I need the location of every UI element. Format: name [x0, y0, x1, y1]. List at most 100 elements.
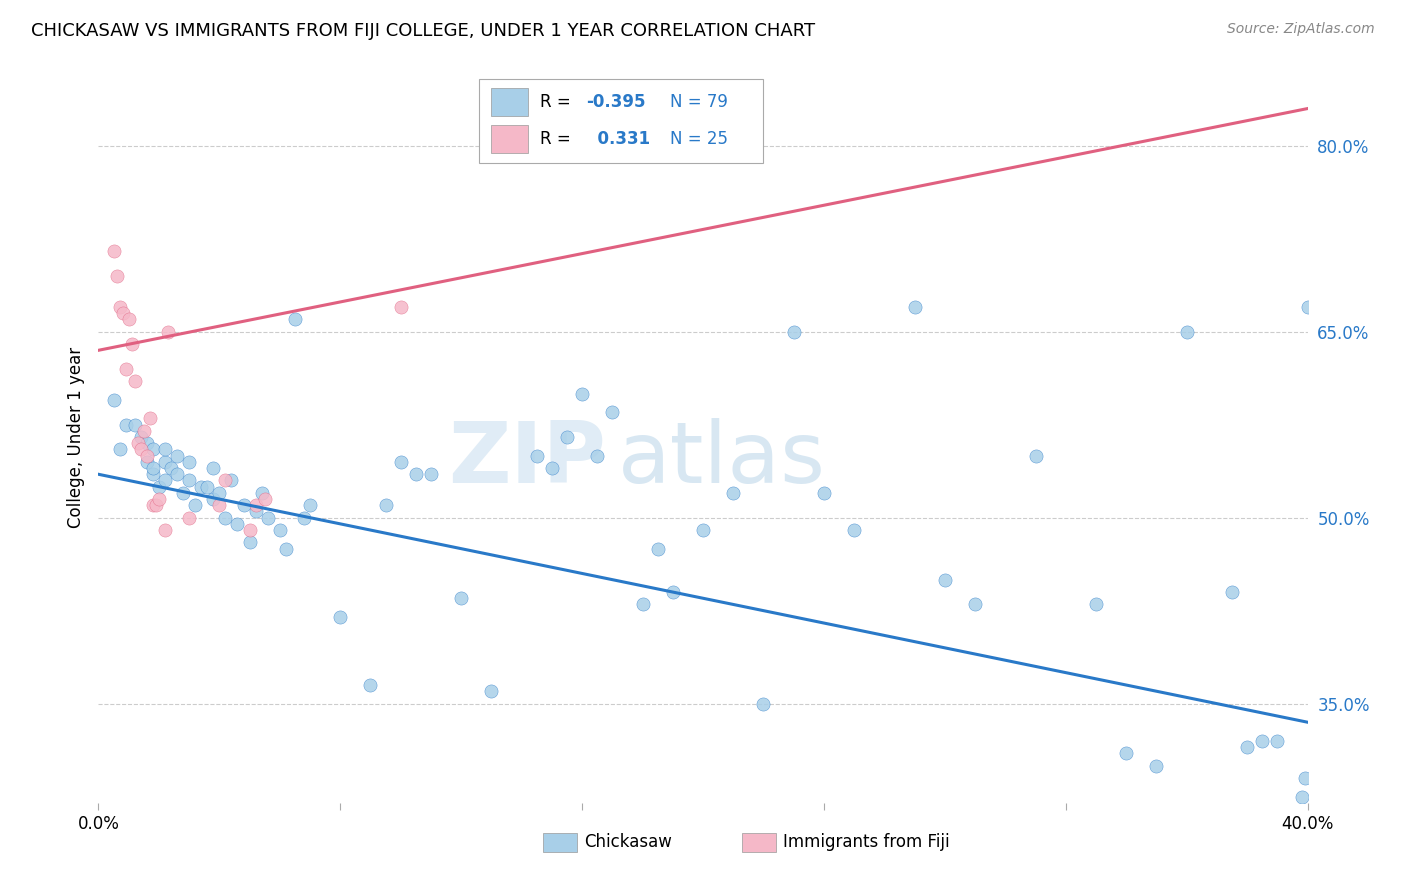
FancyBboxPatch shape — [543, 833, 578, 852]
Point — [108, 300, 131, 314]
Point — [135, 449, 157, 463]
Text: Source: ZipAtlas.com: Source: ZipAtlas.com — [1227, 22, 1375, 37]
Point — [127, 436, 149, 450]
Point — [179, 474, 201, 488]
Point — [153, 455, 176, 469]
Point — [124, 417, 146, 432]
Y-axis label: College, Under 1 year: College, Under 1 year — [66, 346, 84, 528]
Point — [250, 486, 273, 500]
Point — [723, 486, 745, 500]
Point — [274, 541, 297, 556]
Point — [586, 449, 609, 463]
Point — [208, 486, 231, 500]
Point — [153, 474, 176, 488]
Point — [1024, 449, 1046, 463]
Point — [111, 306, 134, 320]
Point — [1115, 746, 1137, 760]
Point — [239, 523, 262, 537]
Point — [166, 467, 188, 482]
Point — [105, 268, 128, 283]
Point — [179, 510, 201, 524]
FancyBboxPatch shape — [742, 833, 776, 852]
Point — [1236, 739, 1258, 754]
Point — [256, 510, 278, 524]
Text: R =: R = — [540, 93, 576, 112]
Point — [1220, 585, 1243, 599]
Point — [153, 523, 176, 537]
FancyBboxPatch shape — [479, 78, 763, 163]
Point — [179, 455, 201, 469]
Point — [118, 312, 141, 326]
Point — [481, 684, 503, 698]
Point — [269, 523, 291, 537]
Point — [389, 300, 412, 314]
Point — [103, 392, 125, 407]
Point — [245, 498, 267, 512]
Point — [965, 598, 987, 612]
Point — [103, 244, 125, 259]
Point — [752, 697, 775, 711]
Point — [114, 417, 136, 432]
Point — [208, 498, 231, 512]
Point — [160, 461, 183, 475]
Point — [783, 325, 806, 339]
Point — [1267, 734, 1289, 748]
Point — [156, 325, 179, 339]
Point — [142, 442, 165, 457]
Point — [540, 461, 562, 475]
Point — [184, 498, 207, 512]
Point — [813, 486, 835, 500]
Point — [844, 523, 866, 537]
Text: Chickasaw: Chickasaw — [585, 833, 672, 851]
Point — [555, 430, 578, 444]
Point — [934, 573, 956, 587]
Point — [1296, 300, 1319, 314]
Point — [135, 455, 157, 469]
Point — [692, 523, 714, 537]
Point — [135, 436, 157, 450]
Point — [129, 442, 152, 457]
Text: -0.395: -0.395 — [586, 93, 645, 112]
Point — [360, 678, 382, 692]
Point — [121, 337, 143, 351]
Text: N = 79: N = 79 — [671, 93, 728, 112]
Point — [202, 491, 225, 506]
Point — [292, 510, 315, 524]
Point — [232, 498, 254, 512]
Point — [1251, 734, 1274, 748]
Point — [299, 498, 322, 512]
Text: Immigrants from Fiji: Immigrants from Fiji — [783, 833, 949, 851]
Point — [132, 424, 155, 438]
Point — [1294, 771, 1316, 785]
Point — [571, 386, 593, 401]
Point — [1175, 325, 1198, 339]
Point — [226, 516, 249, 531]
Point — [420, 467, 443, 482]
Point — [661, 585, 683, 599]
Point — [145, 498, 167, 512]
Text: R =: R = — [540, 129, 576, 148]
Text: atlas: atlas — [619, 417, 827, 500]
Point — [284, 312, 307, 326]
Point — [139, 411, 162, 425]
Point — [202, 461, 225, 475]
Text: CHICKASAW VS IMMIGRANTS FROM FIJI COLLEGE, UNDER 1 YEAR CORRELATION CHART: CHICKASAW VS IMMIGRANTS FROM FIJI COLLEG… — [31, 22, 815, 40]
Point — [172, 486, 194, 500]
Point — [1085, 598, 1108, 612]
Point — [389, 455, 412, 469]
FancyBboxPatch shape — [492, 125, 527, 153]
Point — [142, 467, 165, 482]
Point — [190, 480, 212, 494]
Point — [405, 467, 427, 482]
Point — [166, 449, 188, 463]
Point — [245, 504, 267, 518]
Point — [602, 405, 624, 419]
Point — [214, 510, 236, 524]
Point — [108, 442, 131, 457]
Point — [221, 474, 243, 488]
Point — [647, 541, 669, 556]
Point — [148, 480, 170, 494]
Point — [239, 535, 262, 549]
Point — [129, 430, 152, 444]
FancyBboxPatch shape — [492, 88, 527, 116]
